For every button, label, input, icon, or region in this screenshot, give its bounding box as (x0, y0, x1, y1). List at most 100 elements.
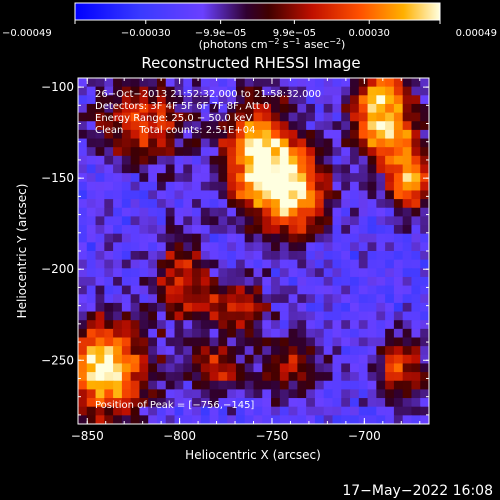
heatmap-cell (262, 337, 272, 347)
heatmap-cell (139, 354, 149, 365)
heatmap-cell (244, 207, 255, 217)
heatmap-cell (393, 398, 404, 408)
heatmap-cell (218, 78, 228, 88)
heatmap-cell (367, 380, 377, 390)
heatmap-cell (86, 173, 97, 183)
heatmap-cell (288, 95, 298, 105)
heatmap-cell (192, 380, 202, 390)
x-tick-label: −700 (348, 429, 381, 443)
heatmap-cell (139, 380, 149, 390)
heatmap-cell (235, 337, 246, 347)
heatmap-cell (104, 164, 114, 174)
heatmap-cell (385, 311, 395, 321)
heatmap-cell (306, 372, 316, 382)
heatmap-cell (183, 320, 193, 330)
heatmap-cell (271, 181, 281, 192)
heatmap-cell (183, 251, 193, 261)
heatmap-cell (393, 372, 404, 382)
heatmap-cell (262, 398, 272, 408)
heatmap-cell (227, 207, 237, 217)
heatmap-cell (253, 207, 263, 217)
heatmap-cell (367, 328, 377, 339)
heatmap-cell (244, 372, 255, 382)
heatmap-cell (393, 406, 404, 416)
heatmap-cell (174, 155, 184, 166)
heatmap-cell (104, 268, 114, 278)
heatmap-cell (358, 268, 369, 278)
heatmap-cell (78, 78, 88, 88)
heatmap-cell (244, 285, 255, 295)
heatmap-cell (341, 354, 351, 365)
heatmap-cell (95, 415, 105, 424)
heatmap-cell (350, 103, 360, 114)
heatmap-cell (227, 268, 237, 278)
heatmap-cell (323, 372, 334, 382)
heatmap-cell (86, 155, 97, 166)
heatmap-cell (86, 276, 97, 287)
heatmap-cell (174, 398, 184, 408)
heatmap-cell (253, 216, 263, 226)
heatmap-cell (262, 199, 272, 209)
heatmap-cell (156, 173, 167, 183)
heatmap-cell (411, 268, 421, 278)
annotation-clean: Clean Total counts: 2.51E+04 (95, 125, 255, 136)
heatmap-cell (376, 138, 386, 148)
heatmap-cell (350, 173, 360, 183)
heatmap-cell (367, 199, 377, 209)
heatmap-cell (148, 164, 158, 174)
heatmap-cell (113, 389, 123, 399)
heatmap-cell (200, 380, 211, 390)
heatmap-cell (393, 302, 404, 313)
heatmap-cell (148, 233, 158, 243)
heatmap-cell (113, 103, 123, 114)
heatmap-cell (95, 207, 105, 217)
heatmap-cell (165, 389, 176, 399)
heatmap-cell (288, 372, 298, 382)
heatmap-cell (86, 225, 97, 235)
heatmap-cell (209, 216, 220, 226)
heatmap-cell (86, 112, 97, 122)
heatmap-cell (323, 233, 334, 243)
heatmap-cell (271, 372, 281, 382)
heatmap-cell (227, 164, 237, 174)
annotation-energy: Energy Range: 25.0 − 50.0 keV (95, 113, 252, 124)
heatmap-cell (262, 78, 272, 88)
heatmap-cell (393, 242, 404, 252)
heatmap-cell (323, 173, 334, 183)
heatmap-cell (78, 138, 88, 148)
heatmap-cell (376, 86, 386, 96)
heatmap-cell (279, 259, 290, 269)
heatmap-cell (314, 173, 325, 183)
heatmap-cell (183, 78, 193, 88)
heatmap-cell (341, 138, 351, 148)
heatmap-cell (279, 398, 290, 408)
heatmap-cell (253, 415, 263, 424)
heatmap-cell (192, 259, 202, 269)
heatmap-cell (200, 86, 211, 96)
heatmap-cell (402, 181, 413, 192)
heatmap-cell (358, 164, 369, 174)
heatmap-cell (393, 190, 404, 200)
heatmap-cell (367, 363, 377, 373)
heatmap-cell (288, 190, 298, 200)
heatmap-cell (227, 225, 237, 235)
heatmap-cell (139, 320, 149, 330)
colorbar-tick-label: −9.9e−05 (195, 28, 247, 39)
heatmap-cell (262, 268, 272, 278)
heatmap-cell (130, 86, 141, 96)
heatmap-cell (402, 173, 413, 183)
heatmap-cell (297, 285, 307, 295)
heatmap-cell (244, 268, 255, 278)
heatmap-cell (350, 398, 360, 408)
heatmap-cell (235, 380, 246, 390)
heatmap-cell (288, 406, 298, 416)
heatmap-cell (350, 337, 360, 347)
heatmap-cell (350, 233, 360, 243)
heatmap-cell (367, 129, 377, 140)
heatmap-cell (253, 354, 263, 365)
heatmap-cell (350, 190, 360, 200)
heatmap-cell (402, 372, 413, 382)
heatmap-cell (121, 398, 132, 408)
heatmap-cell (341, 121, 351, 131)
heatmap-cell (121, 259, 132, 269)
